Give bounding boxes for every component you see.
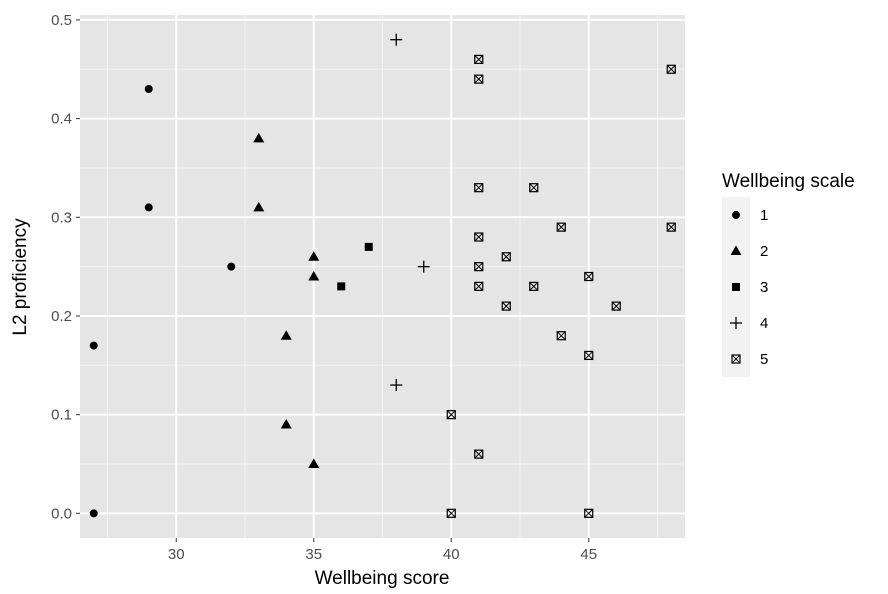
data-point-scale-2: [280, 419, 292, 429]
data-point-scale-5: [529, 183, 539, 193]
data-point-scale-1: [89, 509, 98, 518]
data-points: [89, 33, 676, 518]
data-point-scale-5: [474, 281, 484, 291]
legend-label: 5: [760, 351, 768, 368]
data-point-scale-2: [308, 251, 320, 261]
x-tick-label: 30: [168, 546, 185, 563]
data-point-scale-5: [584, 508, 594, 518]
axis-ticks: [76, 19, 590, 542]
data-point-scale-5: [446, 508, 456, 518]
data-point-scale-4: [390, 33, 403, 46]
data-point-scale-5: [501, 252, 511, 262]
legend: Wellbeing scale 1 2 3 4 5: [722, 171, 855, 377]
data-point-scale-5: [666, 64, 676, 74]
x-tick-label: 45: [580, 546, 597, 563]
data-point-scale-5: [584, 350, 594, 361]
data-point-scale-5: [611, 301, 621, 311]
y-tick-label: 0.4: [51, 111, 72, 128]
data-point-scale-4: [417, 260, 430, 273]
legend-item-5: 5: [722, 341, 768, 377]
legend-symbol-2: [730, 245, 742, 255]
y-axis-tick-labels: 0.0 0.1 0.2 0.3 0.4 0.5: [51, 12, 72, 522]
legend-symbol-1: [732, 211, 740, 219]
data-point-scale-1: [227, 262, 236, 271]
data-point-scale-5: [474, 183, 484, 193]
data-point-scale-5: [529, 281, 539, 291]
data-point-scale-5: [474, 54, 484, 65]
legend-item-3: 3: [722, 269, 768, 305]
data-point-scale-5: [474, 74, 484, 84]
data-point-scale-5: [584, 271, 594, 282]
y-axis-title: L2 proficiency: [10, 218, 31, 336]
legend-symbol-5: [731, 354, 741, 364]
data-point-scale-1: [144, 203, 153, 212]
y-tick-label: 0.3: [51, 209, 72, 226]
data-point-scale-1: [144, 85, 153, 94]
data-point-scale-5: [556, 331, 566, 341]
legend-title: Wellbeing scale: [722, 171, 855, 192]
legend-item-4: 4: [722, 305, 768, 341]
data-point-scale-4: [390, 379, 403, 392]
data-point-scale-3: [364, 242, 373, 251]
x-axis-title: Wellbeing score: [315, 568, 450, 589]
data-point-scale-2: [308, 458, 320, 468]
y-tick-label: 0.5: [51, 12, 72, 29]
legend-symbol-4: [730, 317, 742, 329]
data-point-scale-5: [501, 301, 511, 311]
legend-item-1: 1: [722, 197, 768, 233]
data-point-scale-5: [474, 262, 484, 272]
legend-item-2: 2: [722, 233, 768, 269]
data-point-scale-2: [308, 271, 320, 281]
legend-label: 3: [760, 279, 768, 296]
data-point-scale-5: [474, 449, 484, 459]
legend-items: 1 2 3 4 5: [722, 197, 768, 377]
data-point-scale-2: [280, 330, 292, 340]
data-point-scale-2: [253, 132, 265, 143]
x-tick-label: 35: [305, 546, 322, 563]
data-point-scale-2: [253, 201, 265, 212]
x-axis-tick-labels: 30 35 40 45: [168, 546, 597, 563]
y-tick-label: 0.2: [51, 308, 72, 325]
legend-label: 2: [760, 243, 768, 260]
data-point-scale-5: [556, 222, 566, 232]
data-point-scale-5: [666, 222, 676, 232]
data-point-scale-3: [337, 282, 346, 291]
minor-gridlines: [80, 15, 685, 538]
legend-symbol-3: [732, 283, 740, 291]
x-tick-label: 40: [443, 546, 460, 563]
data-point-scale-1: [89, 341, 98, 350]
data-point-scale-5: [474, 232, 484, 242]
legend-label: 4: [760, 315, 768, 332]
y-tick-label: 0.1: [51, 407, 72, 424]
y-tick-label: 0.0: [51, 505, 72, 522]
data-point-scale-5: [446, 410, 456, 420]
legend-label: 1: [760, 207, 768, 224]
